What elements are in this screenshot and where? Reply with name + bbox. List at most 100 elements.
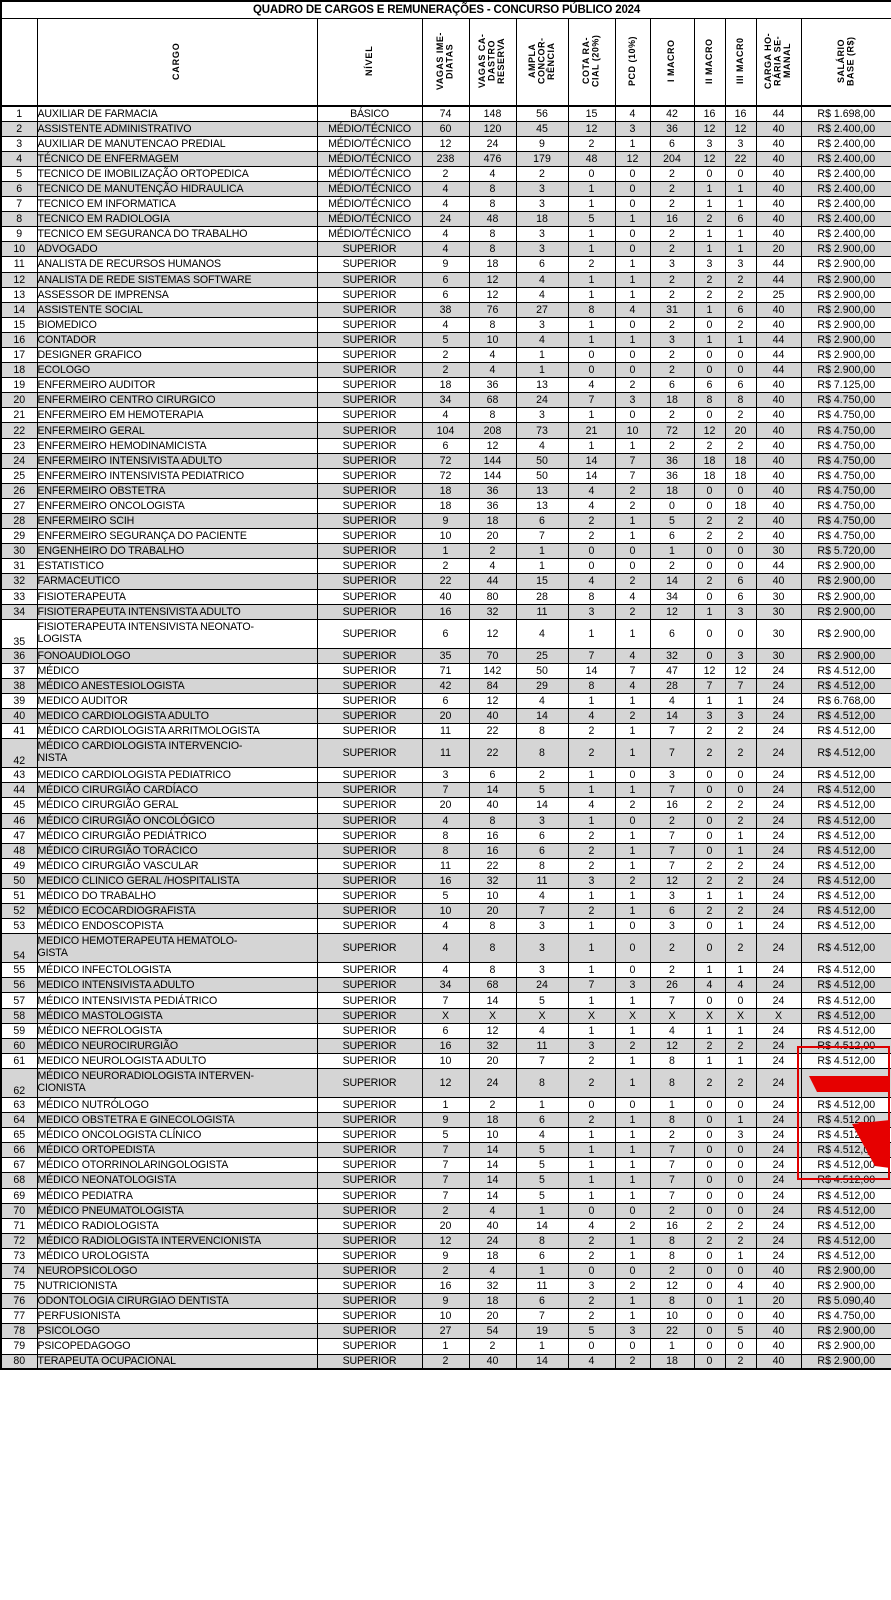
table-row[interactable]: 23 ENFERMEIRO HEMODINAMICISTA SUPERIOR 6 12 4… [0,437,891,454]
table-row[interactable]: 39 MEDICO AUDITOR SUPERIOR 6 12 4 1 1 4 1 1 24 R$ 6.… [0,692,891,710]
table-row[interactable]: 49 MÉDICO CIRURGIÃO VASCULAR SUPERIOR 11 22 8… [0,857,891,874]
table-row[interactable]: 32 FARMACEUTICO SUPERIOR 22 44 15 4 2 14 2 6 40 R$ 2… [0,573,891,590]
table-row[interactable]: 10 ADVOGADO SUPERIOR 4 8 3 1 0 2 1 1 20 R$ 2.900,00 [0,241,891,258]
table-row[interactable]: 62 MÉDICO NEURORADIOLOGISTA INTERVEN- CION… [0,1067,891,1098]
table-row[interactable]: 44 MÉDICO CIRURGIÃO CARDÍACO SUPERIOR 7 14 5 1… [0,782,891,799]
row-ampla-concorrencia: 2 [515,165,569,182]
table-row[interactable]: 1 AUXILIAR DE FARMACIA BÁSICO 74 148 56 15 4 42 1… [0,105,891,122]
table-row[interactable]: 78 PSICOLOGO SUPERIOR 27 54 19 5 3 22 0 5 40 R$ 2.90… [0,1323,891,1340]
table-row[interactable]: 15 BIOMEDICO SUPERIOR 4 8 3 1 0 2 0 2 40 R$ 2.900,00 [0,316,891,333]
table-row[interactable]: 27 ENFERMEIRO ONCOLOGISTA SUPERIOR 18 36 13 4 2… [0,497,891,515]
table-row[interactable]: 73 MÉDICO UROLOGISTA SUPERIOR 9 18 6 2 1 8 0 1 24 R$… [0,1247,891,1264]
table-row[interactable]: 60 MÉDICO NEUROCIRURGIÃO SUPERIOR 16 32 11 3 2 1… [0,1037,891,1054]
table-row[interactable]: 43 MEDICO CARDIOLOGISTA PEDIATRICO SUPERIO… [0,767,891,784]
table-row[interactable]: 59 MÉDICO NEFROLOGISTA SUPERIOR 6 12 4 1 1 4 1 1 24… [0,1022,891,1039]
table-row[interactable]: 9 TECNICO EM SEGURANCA DO TRABALHO MÉDIO/T… [0,226,891,243]
table-row[interactable]: 72 MÉDICO RADIOLOGISTA INTERVENCIONISTA SU… [0,1232,891,1249]
table-row[interactable]: 55 MÉDICO INFECTOLOGISTA SUPERIOR 4 8 3 1 0 2 1 1 2… [0,962,891,979]
table-row[interactable]: 69 MÉDICO PEDIATRA SUPERIOR 7 14 5 1 1 7 0 0 24 R$ 4… [0,1187,891,1204]
table-row[interactable]: 71 MÉDICO RADIOLOGISTA SUPERIOR 20 40 14 4 2 16 2… [0,1217,891,1234]
table-row[interactable]: 74 NEUROPSICOLOGO SUPERIOR 2 4 1 0 0 2 0 0 40 R$ 2.9… [0,1262,891,1280]
table-row[interactable]: 28 ENFERMEIRO SCIH SUPERIOR 9 18 6 2 1 5 2 2 40 R$ 4… [0,513,891,530]
table-row[interactable]: 66 MÉDICO ORTOPEDISTA SUPERIOR 7 14 5 1 1 7 0 0 24 R… [0,1142,891,1159]
table-row[interactable]: 35 FISIOTERAPEUTA INTENSIVISTA NEONATO- LO… [0,618,891,649]
table-row[interactable]: 29 ENFERMEIRO SEGURANÇA DO PACIENTE SUPERI… [0,528,891,545]
row-vagas-imediatas: 4 [421,241,470,258]
table-row[interactable]: 16 CONTADOR SUPERIOR 5 10 4 1 1 3 1 1 44 R$ 2.900,00 [0,331,891,349]
table-row[interactable]: 63 MÉDICO NUTRÓLOGO SUPERIOR 1 2 1 0 0 1 0 0 24 R$ 4… [0,1096,891,1114]
table-row[interactable]: 13 ASSESSOR DE IMPRENSA SUPERIOR 6 12 4 1 1 2 2 2 2… [0,286,891,303]
table-row[interactable]: 34 FISIOTERAPEUTA INTENSIVISTA ADULTO SUPE… [0,603,891,620]
table-row[interactable]: 36 FONOAUDIOLOGO SUPERIOR 35 70 25 7 4 32 0 3 30 R$ … [0,647,891,664]
row-carga-horaria: 40 [755,1353,802,1370]
table-row[interactable]: 48 MÉDICO CIRURGIÃO TORÁCICO SUPERIOR 8 16 6 2… [0,842,891,859]
table-row[interactable]: 47 MÉDICO CIRURGIÃO PEDIÁTRICO SUPERIOR 8 16… [0,827,891,844]
table-row[interactable]: 58 MÉDICO MASTOLOGISTA SUPERIOR X X X X X X X X X R$… [0,1007,891,1024]
table-row[interactable]: 53 MÉDICO ENDOSCOPISTA SUPERIOR 4 8 3 1 0 3 0 1 24 R… [0,918,891,935]
table-row[interactable]: 52 MÉDICO ECOCARDIOGRAFISTA SUPERIOR 10 20 7 2… [0,903,891,920]
row-ampla-concorrencia: 14 [515,708,569,725]
table-row[interactable]: 17 DESIGNER GRAFICO SUPERIOR 2 4 1 0 0 2 0 0 44 R$ 2… [0,346,891,364]
row-macro-3: 1 [724,241,757,258]
table-row[interactable]: 56 MEDICO INTENSIVISTA ADULTO SUPERIOR 34 68… [0,977,891,994]
table-row[interactable]: 64 MEDICO OBSTETRA E GINECOLOGISTA SUPERIO… [0,1112,891,1129]
table-row[interactable]: 24 ENFERMEIRO INTENSIVISTA ADULTO SUPERIOR… [0,452,891,469]
table-row[interactable]: 37 MÉDICO SUPERIOR 71 142 50 14 7 47 12 12 24 R$ 4.5… [0,662,891,679]
row-macro-1: 12 [649,872,695,890]
table-row[interactable]: 26 ENFERMEIRO OBSTETRA SUPERIOR 18 36 13 4 2 18 0… [0,482,891,499]
table-row[interactable]: 67 MÉDICO OTORRINOLARINGOLOGISTA SUPERIOR 7… [0,1157,891,1174]
table-row[interactable]: 41 MÉDICO CARDIOLOGISTA ARRITMOLOGISTA SUP… [0,723,891,740]
table-row[interactable]: 46 MÉDICO CIRURGIÃO ONCOLÓGICO SUPERIOR 4 8 3… [0,812,891,829]
table-row[interactable]: 6 TECNICO DE MANUTENÇÃO HIDRAULICA MÉDIO/T… [0,180,891,198]
table-row[interactable]: 31 ESTATISTICO SUPERIOR 2 4 1 0 0 2 0 0 44 R$ 2.900,… [0,558,891,575]
table-row[interactable]: 80 TERAPEUTA OCUPACIONAL SUPERIOR 2 40 14 4 2 18… [0,1353,891,1370]
table-row[interactable]: 61 MEDICO NEUROLOGISTA ADULTO SUPERIOR 10 20… [0,1052,891,1069]
row-index: 54 [0,933,38,964]
table-row[interactable]: 51 MÉDICO DO TRABALHO SUPERIOR 5 10 4 1 1 3 1 1 24 R… [0,887,891,905]
table-row[interactable]: 38 MÉDICO ANESTESIOLOGISTA SUPERIOR 42 84 29 8… [0,677,891,694]
table-row[interactable]: 30 ENGENHEIRO DO TRABALHO SUPERIOR 1 2 1 0 0 1 0 0… [0,543,891,560]
row-macro-2: 0 [693,558,726,575]
row-macro-2: 16 [693,105,726,122]
table-row[interactable]: 12 ANALISTA DE REDE SISTEMAS SOFTWARE SUPE… [0,271,891,288]
table-row[interactable]: 19 ENFERMEIRO AUDITOR SUPERIOR 18 36 13 4 2 6 6 6 4… [0,377,891,394]
table-row[interactable]: 3 AUXILIAR DE MANUTENCAO PREDIAL MÉDIO/TÉC… [0,135,891,152]
table-row[interactable]: 57 MÉDICO INTENSIVISTA PEDIÁTRICO SUPERIOR… [0,992,891,1009]
table-row[interactable]: 70 MÉDICO PNEUMATOLOGISTA SUPERIOR 2 4 1 0 0 2 0 0… [0,1202,891,1219]
row-macro-3: 8 [724,392,757,409]
table-row[interactable]: 7 TECNICO EM INFORMATICA MÉDIO/TÉCNICO 4 8 3 1… [0,196,891,213]
table-row[interactable]: 42 MÉDICO CARDIOLOGISTA INTERVENCIO- NISTA… [0,738,891,769]
table-row[interactable]: 54 MEDICO HEMOTERAPEUTA HEMATOLO- GISTA SUP… [0,933,891,964]
row-vagas-imediatas: 9 [421,256,470,273]
table-row[interactable]: 21 ENFERMEIRO EM HEMOTERAPIA SUPERIOR 4 8 3 1 0… [0,407,891,424]
table-row[interactable]: 50 MEDICO CLINICO GERAL /HOSPITALISTA SUPE… [0,872,891,890]
row-pcd: 1 [614,1247,651,1264]
table-row[interactable]: 5 TECNICO DE IMOBILIZAÇÃO ORTOPEDICA MÉDIO… [0,165,891,182]
table-row[interactable]: 11 ANALISTA DE RECURSOS HUMANOS SUPERIOR 9 1… [0,256,891,273]
table-row[interactable]: 45 MÉDICO CIRURGIÃO GERAL SUPERIOR 20 40 14 4 2… [0,797,891,814]
row-macro-3: 7 [724,677,757,694]
row-index: 34 [0,603,38,620]
row-pcd: 4 [614,301,651,318]
table-row[interactable]: 22 ENFERMEIRO GERAL SUPERIOR 104 208 73 21 10 72… [0,422,891,439]
table-row[interactable]: 79 PSICOPEDAGOGO SUPERIOR 1 2 1 0 0 1 0 0 40 R$ 2.90… [0,1338,891,1355]
table-row[interactable]: 77 PERFUSIONISTA SUPERIOR 10 20 7 2 1 10 0 0 40 R$ 4… [0,1308,891,1325]
table-row[interactable]: 33 FISIOTERAPEUTA SUPERIOR 40 80 28 8 4 34 0 6 30 R$… [0,588,891,605]
table-row[interactable]: 25 ENFERMEIRO INTENSIVISTA PEDIATRICO SUPE… [0,467,891,484]
row-vagas-imediatas: 4 [421,180,470,198]
row-vagas-imediatas: 7 [421,1157,470,1174]
table-row[interactable]: 76 ODONTOLOGIA CIRURGIAO DENTISTA SUPERIOR… [0,1293,891,1310]
table-row[interactable]: 65 MÉDICO ONCOLOGISTA CLÍNICO SUPERIOR 5 10 4… [0,1127,891,1144]
table-row[interactable]: 2 ASSISTENTE ADMINISTRATIVO MÉDIO/TÉCNICO 6… [0,120,891,137]
table-row[interactable]: 20 ENFERMEIRO CENTRO CIRURGICO SUPERIOR 34 6… [0,392,891,409]
row-salario-base: R$ 4.750,00 [800,1308,891,1325]
header-macro-1: I MACRO [649,17,695,107]
table-row[interactable]: 18 ECOLOGO SUPERIOR 2 4 1 0 0 2 0 0 44 R$ 2.900,00 [0,362,891,379]
table-row[interactable]: 14 ASSISTENTE SOCIAL SUPERIOR 38 76 27 8 4 31 1 6 4… [0,301,891,318]
table-row[interactable]: 75 NUTRICIONISTA SUPERIOR 16 32 11 3 2 12 0 4 40 R$ … [0,1278,891,1295]
table-row[interactable]: 8 TECNICO EM RADIOLOGIA MÉDIO/TÉCNICO 24 48 1… [0,211,891,228]
table-row[interactable]: 68 MÉDICO NEONATOLOGISTA SUPERIOR 7 14 5 1 1 7 0 0… [0,1172,891,1189]
table-row[interactable]: 4 TÉCNICO DE ENFERMAGEM MÉDIO/TÉCNICO 238 47… [0,150,891,167]
table-row[interactable]: 40 MEDICO CARDIOLOGISTA ADULTO SUPERIOR 20 4… [0,708,891,725]
